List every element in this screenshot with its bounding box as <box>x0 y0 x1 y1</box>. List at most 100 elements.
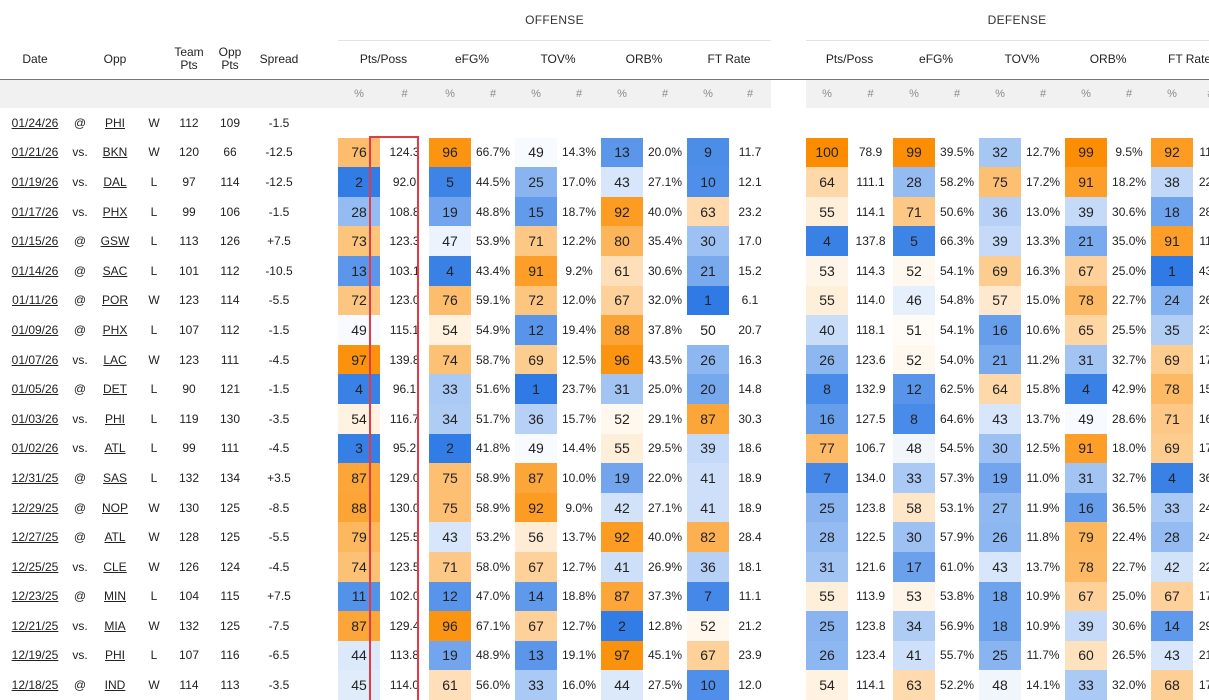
def-tov-value-cell: 13.7% <box>1026 559 1061 574</box>
opponent-link[interactable]: NOP <box>101 500 128 515</box>
def-pts-poss-header[interactable]: Pts/Poss <box>806 40 894 80</box>
off-orb-header[interactable]: ORB% <box>601 40 687 80</box>
date-cell: 12/27/25 <box>0 522 70 552</box>
def-pts-poss-num-subheader[interactable]: # <box>867 87 874 100</box>
def-pts-poss-pct-subheader[interactable]: % <box>822 87 832 100</box>
def-pts-poss-pct-cell: 16 <box>806 403 849 434</box>
def-efg-pct-cell: 99 <box>893 137 936 168</box>
opponent-link[interactable]: SAC <box>102 263 128 278</box>
off-tov-header[interactable]: TOV% <box>515 40 601 80</box>
def-pts-poss-value-cell: 106.7 <box>855 441 886 456</box>
opponent-link[interactable]: CLE <box>103 559 127 574</box>
def-efg-num-subheader[interactable]: # <box>953 87 961 100</box>
opponent-link[interactable]: PHI <box>104 115 125 130</box>
opponent-cell: PHI <box>90 404 140 434</box>
off-orb-num-subheader[interactable]: # <box>661 87 669 100</box>
game-row: 01/02/26 vs. ATL L 99 111 -4.5 3 95.2 2 41.8% 49 14.… <box>0 433 1209 464</box>
def-tov-header[interactable]: TOV% <box>979 40 1066 80</box>
game-date-link[interactable]: 12/21/25 <box>11 618 59 633</box>
def-tov-value-cell: 11.8% <box>1026 530 1060 545</box>
opponent-link[interactable]: PHI <box>104 648 125 663</box>
opponent-link[interactable]: LAC <box>103 352 127 367</box>
game-date-link[interactable]: 12/25/25 <box>11 559 59 574</box>
off-ft-rate-pct-subheader[interactable]: % <box>703 87 713 100</box>
game-date-link[interactable]: 12/18/25 <box>11 678 59 693</box>
opponent-link[interactable]: BKN <box>102 145 128 160</box>
off-orb-value-cell: 35.4% <box>647 234 683 249</box>
game-date-link[interactable]: 01/07/26 <box>11 352 59 367</box>
game-date-link[interactable]: 12/23/25 <box>11 589 59 604</box>
game-date-link[interactable]: 12/31/25 <box>11 470 59 485</box>
game-date-link[interactable]: 12/27/25 <box>11 530 59 545</box>
game-row: 01/11/26 @ POR W 123 114 -5.5 72 123.0 76 59.1% 72 1… <box>0 285 1209 316</box>
def-orb-num-subheader[interactable]: # <box>1125 87 1133 100</box>
opponent-link[interactable]: GSW <box>100 234 130 249</box>
off-pts-poss-pct-subheader[interactable]: % <box>354 87 364 100</box>
opp-pts-cell: 126 <box>219 234 241 249</box>
def-orb-value-cell: 22.4% <box>1112 530 1147 545</box>
game-date-link[interactable]: 01/24/26 <box>11 115 59 130</box>
off-ft-rate-header[interactable]: FT Rate <box>687 40 772 80</box>
off-efg-header[interactable]: eFG% <box>429 40 515 80</box>
opp-pts-header[interactable]: Opp Pts <box>210 40 250 80</box>
game-date-link[interactable]: 01/17/26 <box>11 204 59 219</box>
off-efg-num-subheader[interactable]: # <box>489 87 497 100</box>
opponent-link[interactable]: MIN <box>104 589 126 604</box>
game-date-link[interactable]: 01/05/26 <box>11 382 59 397</box>
def-ft-rate-pct-subheader[interactable]: % <box>1167 87 1177 100</box>
opponent-link[interactable]: ATL <box>104 530 126 545</box>
date-cell: 12/25/25 <box>0 552 70 582</box>
def-ft-rate-header[interactable]: FT Rate <box>1151 40 1209 80</box>
off-pts-poss-header[interactable]: Pts/Poss <box>338 40 429 80</box>
game-date-link[interactable]: 01/03/26 <box>11 411 59 426</box>
team-pts-cell: 132 <box>178 470 200 485</box>
row-gap <box>308 522 338 552</box>
def-ft-rate-num-subheader[interactable]: # <box>1193 79 1209 108</box>
opponent-link[interactable]: MIA <box>104 618 126 633</box>
game-date-link[interactable]: 01/21/26 <box>11 145 59 160</box>
def-orb-pct-cell: 78 <box>1065 285 1108 316</box>
game-date-link[interactable]: 01/11/26 <box>12 293 58 308</box>
game-date-link[interactable]: 01/19/26 <box>11 174 59 189</box>
opponent-link[interactable]: DAL <box>103 174 127 189</box>
def-orb-header[interactable]: ORB% <box>1065 40 1152 80</box>
off-ft-rate-num-subheader[interactable]: # <box>746 87 754 100</box>
result-cell: L <box>150 411 158 426</box>
def-orb-pct-subheader[interactable]: % <box>1081 87 1091 100</box>
game-row: 01/09/26 @ PHX L 107 112 -1.5 49 115.1 54 54.9% 12 1… <box>0 315 1209 345</box>
date-header[interactable]: Date <box>0 40 70 80</box>
team-pts-header[interactable]: Team Pts <box>168 40 210 80</box>
opponent-link[interactable]: DET <box>103 382 127 397</box>
game-row: 01/03/26 vs. PHI L 119 130 -3.5 54 116.7 34 51.7% 3… <box>0 403 1209 434</box>
opponent-link[interactable]: ATL <box>104 441 126 456</box>
row-gap <box>308 492 338 523</box>
game-date-link[interactable]: 12/19/25 <box>11 648 59 663</box>
row-gap <box>308 226 338 256</box>
opponent-link[interactable]: IND <box>104 678 126 693</box>
opponent-link[interactable]: POR <box>101 293 128 308</box>
game-date-link[interactable]: 01/09/26 <box>11 322 59 337</box>
opponent-link[interactable]: PHI <box>104 411 125 426</box>
game-date-link[interactable]: 01/02/26 <box>11 441 59 456</box>
game-date-link[interactable]: 12/29/25 <box>11 500 59 515</box>
def-efg-value-cell: 66.3% <box>940 234 975 249</box>
spread-header[interactable]: Spread <box>250 40 308 80</box>
off-tov-pct-subheader[interactable]: % <box>531 87 541 100</box>
opponent-link[interactable]: SAS <box>102 470 127 485</box>
off-pts-poss-num-subheader[interactable]: # <box>401 87 408 100</box>
def-ft-rate-value-cell: 22.1 <box>1198 559 1209 574</box>
def-tov-num-subheader[interactable]: # <box>1039 87 1047 100</box>
def-efg-pct-subheader[interactable]: % <box>909 87 919 100</box>
opponent-link[interactable]: PHX <box>102 322 128 337</box>
def-tov-pct-subheader[interactable]: % <box>995 87 1005 100</box>
off-orb-pct-subheader[interactable]: % <box>617 87 627 100</box>
game-date-link[interactable]: 01/14/26 <box>11 263 59 278</box>
game-date-link[interactable]: 01/15/26 <box>11 234 59 249</box>
def-efg-header[interactable]: eFG% <box>893 40 980 80</box>
opponent-link[interactable]: PHX <box>102 204 128 219</box>
opp-header[interactable]: Opp <box>90 40 140 80</box>
off-tov-num-subheader[interactable]: # <box>575 87 583 100</box>
off-efg-pct-subheader[interactable]: % <box>445 87 455 100</box>
def-ft-rate-value-cell: 23.5 <box>1198 322 1209 337</box>
result-header <box>140 40 168 80</box>
